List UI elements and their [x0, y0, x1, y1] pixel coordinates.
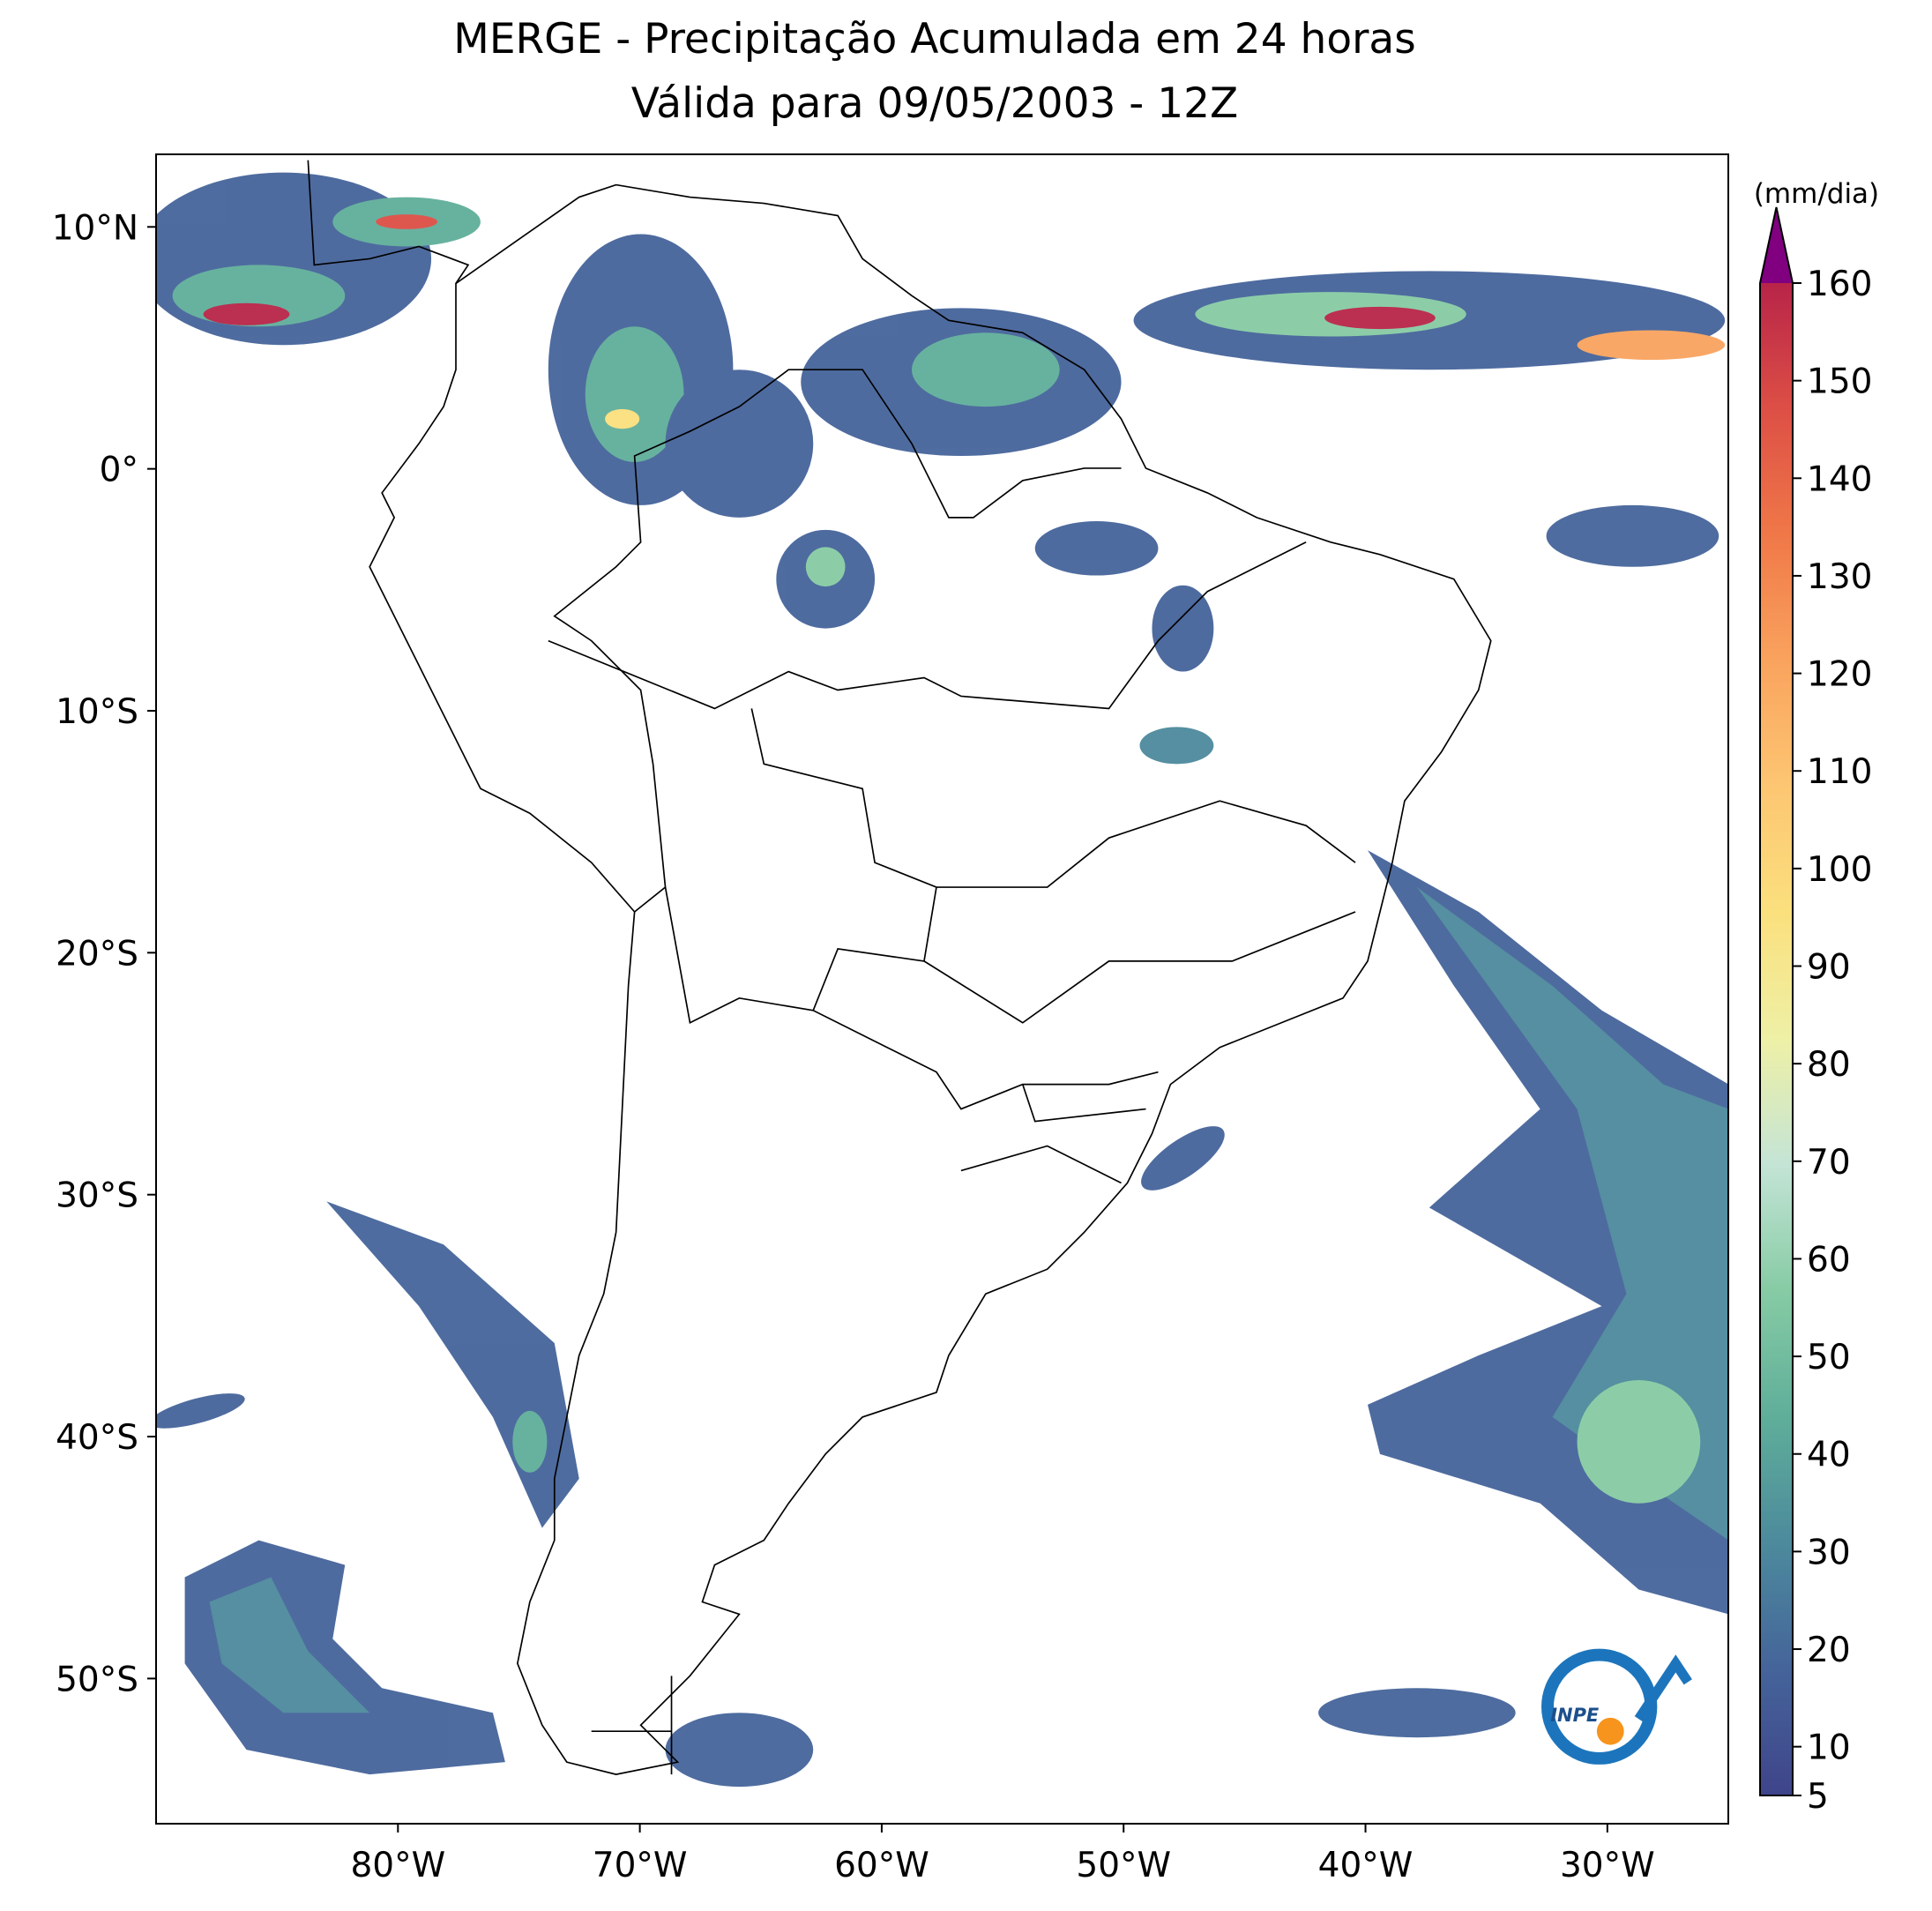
colorbar-extend — [1760, 207, 1793, 283]
colorbar-tick-label: 130 — [1807, 557, 1872, 597]
colorbar-tick-label: 10 — [1807, 1728, 1851, 1768]
coastlines — [307, 160, 1492, 1775]
colorbar-tick-label: 20 — [1807, 1631, 1851, 1670]
colorbar-tick-label: 60 — [1807, 1240, 1851, 1280]
y-tick-label: 30°S — [56, 1176, 138, 1216]
colorbar-tick-label: 80 — [1807, 1045, 1851, 1085]
map-area: INPE — [156, 160, 1728, 1788]
colorbar-tick-label: 160 — [1807, 265, 1872, 304]
colorbar-tick-label: 110 — [1807, 752, 1872, 792]
x-tick-label: 30°W — [1560, 1846, 1655, 1885]
colorbar-tick-label: 100 — [1807, 850, 1872, 890]
colorbar-tick-label: 50 — [1807, 1338, 1851, 1377]
colorbar — [1760, 283, 1793, 1795]
colorbar-tick-label: 5 — [1807, 1777, 1829, 1817]
y-tick-label: 0° — [100, 451, 138, 490]
subtitle: Válida para 09/05/2003 - 12Z — [631, 79, 1238, 128]
map-frame — [155, 153, 1729, 1825]
colorbar-tick-label: 90 — [1807, 948, 1851, 988]
title: MERGE - Precipitação Acumulada em 24 hor… — [453, 15, 1415, 63]
x-tick-label: 80°W — [350, 1846, 445, 1885]
colorbar-tick-label: 150 — [1807, 362, 1872, 402]
x-tick-label: 70°W — [593, 1846, 688, 1885]
x-tick-label: 40°W — [1318, 1846, 1414, 1885]
colorbar-tick-label: 140 — [1807, 459, 1872, 499]
y-tick-label: 10°N — [52, 208, 138, 248]
colorbar-tick-label: 120 — [1807, 655, 1872, 695]
y-tick-label: 50°S — [56, 1660, 138, 1699]
logo-text: INPE — [1550, 1705, 1600, 1726]
y-tick-label: 40°S — [56, 1418, 138, 1458]
colorbar-outline — [1759, 206, 1794, 1796]
y-tick-label: 20°S — [56, 934, 138, 974]
inpe-logo: INPE — [1521, 1639, 1707, 1788]
x-tick-label: 50°W — [1076, 1846, 1171, 1885]
y-tick-label: 10°S — [56, 692, 138, 732]
colorbar-tick-label: 70 — [1807, 1143, 1851, 1183]
x-tick-label: 60°W — [834, 1846, 929, 1885]
precipitation — [156, 172, 1728, 1788]
colorbar-label: (mm/dia) — [1754, 178, 1879, 210]
colorbar-tick-label: 30 — [1807, 1533, 1851, 1572]
colorbar-tick-label: 40 — [1807, 1436, 1851, 1475]
